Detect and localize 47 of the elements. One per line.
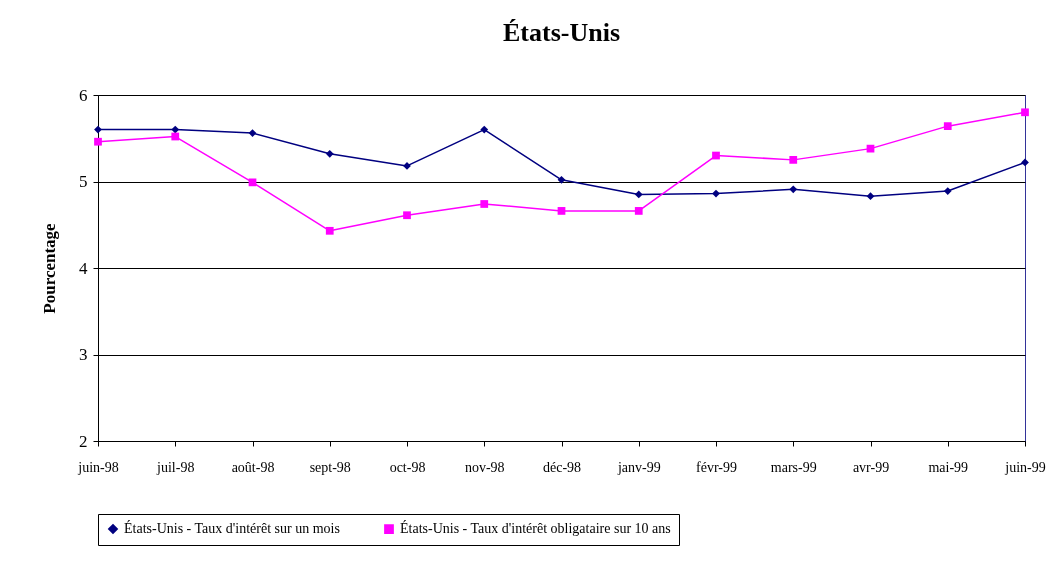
x-tick-label: avr-99 — [852, 459, 890, 475]
point — [557, 207, 566, 215]
point — [94, 137, 102, 146]
point — [943, 187, 952, 195]
point — [789, 185, 798, 194]
point — [712, 189, 720, 198]
point — [171, 132, 180, 141]
point — [248, 129, 257, 137]
point — [557, 175, 566, 184]
legend-label: États-Unis - Taux d'intérêt sur un mois — [124, 520, 340, 537]
y-tick-label: 4 — [79, 258, 88, 278]
point — [866, 144, 875, 153]
x-tick-label: sept-98 — [309, 459, 351, 475]
x-tick-label: mai-99 — [928, 459, 969, 475]
point — [248, 178, 257, 187]
x-tick-label: oct-98 — [389, 459, 426, 475]
y-tick-label: 5 — [79, 172, 88, 191]
y-tick-label: 3 — [79, 345, 88, 364]
point — [634, 190, 643, 199]
point — [1021, 158, 1029, 167]
legend-label: États-Unis - Taux d'intérêt obligataire sur 10 ans — [400, 520, 671, 537]
x-tick-label: août-98 — [231, 459, 275, 475]
x-tick-label: juin-99 — [1004, 459, 1046, 475]
point — [94, 125, 102, 134]
x-tick-label: nov-98 — [464, 459, 505, 475]
point — [403, 211, 411, 220]
x-tick-label: mars-99 — [770, 459, 817, 475]
x-tick-label: juil-98 — [156, 459, 195, 475]
point — [171, 125, 180, 134]
point — [325, 149, 334, 158]
x-tick-label: déc-98 — [542, 459, 582, 475]
x-tick-label: juin-98 — [77, 459, 119, 475]
y-tick-label: 2 — [79, 431, 88, 451]
point — [943, 122, 952, 131]
point — [866, 192, 875, 201]
point — [1021, 108, 1029, 117]
x-tick-label: févr-99 — [696, 459, 737, 475]
point — [480, 125, 489, 134]
point — [325, 226, 334, 235]
y-axis-title: Pourcentage — [40, 222, 59, 314]
x-tick-label: janv-99 — [616, 459, 661, 475]
point — [712, 151, 720, 160]
y-tick-label: 6 — [79, 85, 88, 105]
point — [634, 207, 643, 215]
point — [480, 200, 489, 208]
point — [789, 156, 798, 164]
chart-title: États-Unis — [502, 18, 621, 47]
